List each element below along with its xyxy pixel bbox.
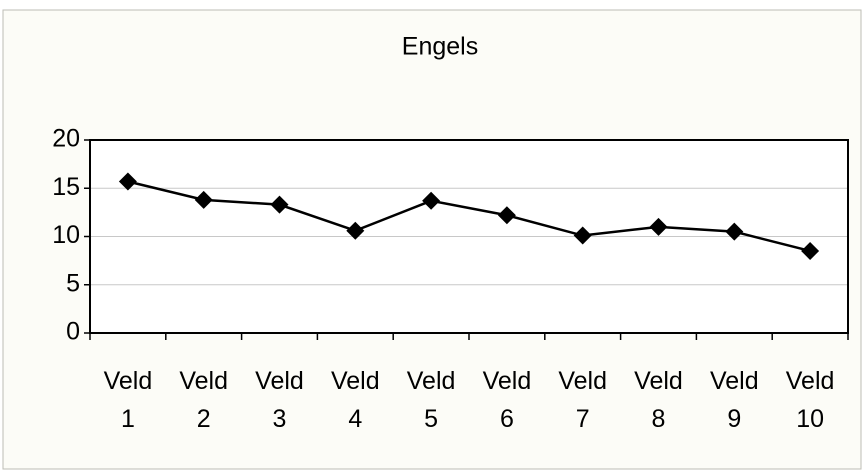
marker xyxy=(497,206,516,225)
x-tick-label: Veld 8 xyxy=(634,367,683,433)
marker xyxy=(801,241,820,260)
x-tick-label: Veld 1 xyxy=(104,367,153,433)
y-tick-label: 20 xyxy=(52,125,80,153)
marker xyxy=(118,172,137,191)
x-tick-label: Veld 2 xyxy=(179,367,228,433)
x-tick-label: Veld 9 xyxy=(710,367,759,433)
marker xyxy=(573,226,592,245)
x-tick-label: Veld 7 xyxy=(558,367,607,433)
marker xyxy=(194,190,213,209)
x-tick-label: Veld 6 xyxy=(483,367,532,433)
marker xyxy=(270,195,289,214)
y-tick-label: 15 xyxy=(52,173,80,201)
x-tick-label: Veld 4 xyxy=(331,367,380,433)
marker xyxy=(725,222,744,241)
y-tick-label: 0 xyxy=(66,318,80,346)
marker xyxy=(649,217,668,236)
chart-title: Engels xyxy=(402,33,478,61)
x-tick-label: Veld 10 xyxy=(786,367,835,433)
line xyxy=(127,180,811,253)
y-tick-label: 5 xyxy=(66,269,80,297)
y-tick-label: 10 xyxy=(52,221,80,249)
x-tick-label: Veld 3 xyxy=(255,367,304,433)
marker xyxy=(346,221,365,240)
x-tick-label: Veld 5 xyxy=(407,367,456,433)
marker xyxy=(422,191,441,210)
